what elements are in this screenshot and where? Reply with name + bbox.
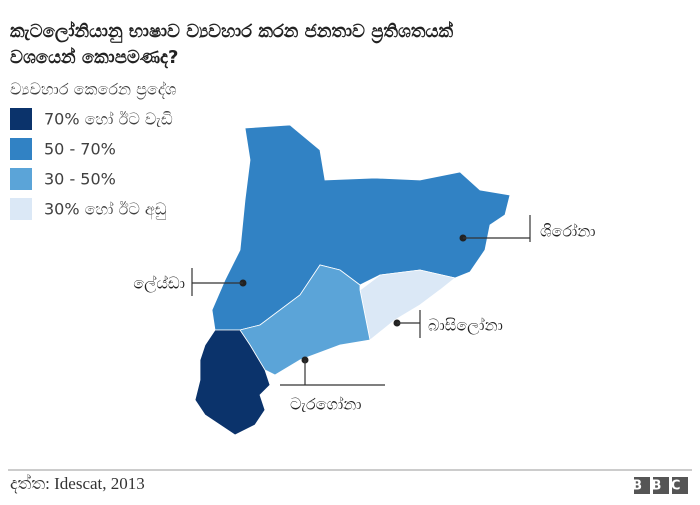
title-line: කැටලෝනියානු භාෂාව ව්‍යවහාර කරන ජනතාව ප්‍… xyxy=(10,20,454,44)
logo-box xyxy=(653,477,669,494)
region-label: ලේය්ඩා xyxy=(133,274,185,294)
legend-swatch xyxy=(10,168,32,190)
region-label: ටැරගෝනා xyxy=(290,395,362,414)
legend-swatch xyxy=(10,138,32,160)
logo-text: BBC xyxy=(632,479,690,494)
logo-box xyxy=(634,477,650,494)
source: දත්ත: Idescat, 2013 xyxy=(10,474,145,494)
region-label: බාසිලෝනා xyxy=(428,316,503,336)
region-label: ශිරෝනා xyxy=(540,222,596,241)
legend-label: 30 - 50% xyxy=(44,170,116,189)
legend-title: ව්‍යවහාර කෙරෙන ප්‍රදේශ xyxy=(10,80,176,100)
legend-label: 50 - 70% xyxy=(44,140,116,159)
region-area xyxy=(194,329,271,436)
title-line: වශයෙන් කොපමණද? xyxy=(10,46,178,69)
legend-label: 70% හෝ ඊට වැඩි xyxy=(44,110,173,129)
map xyxy=(194,124,511,436)
logo-box xyxy=(672,477,688,494)
legend-label: 30% හෝ ඊට අඩු xyxy=(44,200,167,220)
legend-swatch xyxy=(10,108,32,130)
legend: 70% හෝ ඊට වැඩි 50 - 70% 30 - 50% 30% හෝ ඊට … xyxy=(10,108,173,220)
legend-swatch xyxy=(10,198,32,220)
callouts: ශිරෝනා ලේය්ඩා බාසිලෝනා ටැරගෝනා xyxy=(133,215,596,414)
logo: BBC xyxy=(632,477,690,494)
